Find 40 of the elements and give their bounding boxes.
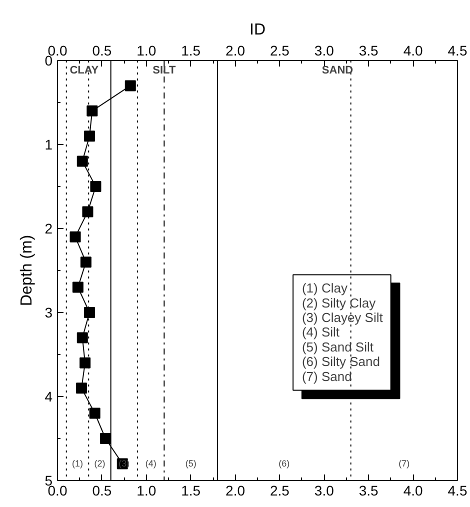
annotation: (2) [94,458,106,469]
x2-tick-label: 1.5 [181,482,201,498]
x-tick-label: 1.5 [181,42,201,58]
annotation: (7) [398,458,410,469]
x2-tick-label: 3.5 [358,482,379,498]
annotation: CLAY [70,64,100,77]
annotation: (6) Silty Sand [302,354,380,370]
y-axis-title: Depth (m) [18,234,36,306]
x2-tick-label: 4.0 [403,482,423,498]
x2-tick-label: 4.5 [448,482,468,498]
annotation: (7) Sand [302,368,352,384]
annotation: (4) Silt [302,324,340,340]
x2-tick-label: 1.0 [136,482,156,498]
annotation: (5) [185,458,196,469]
x2-tick-label: 3.0 [314,482,334,498]
y-tick-label: 1 [44,136,53,152]
x-tick-label: 4.0 [403,42,423,58]
y-tick-label: 3 [44,304,53,320]
annotation: (1) [72,458,84,469]
x-tick-label: 4.5 [448,42,468,58]
y-tick-label: 2 [44,220,53,236]
annotation: (6) [278,458,290,469]
x-tick-label: 0.5 [92,42,112,58]
annotation: SAND [322,64,354,77]
annotation: (3) Clayey Silt [302,310,384,326]
x-axis-title: ID [250,22,266,38]
annotation: (4) [145,458,156,469]
x-tick-label: 1.0 [136,42,156,58]
x-tick-label: 2.5 [270,42,290,58]
x-tick-label: 2.0 [226,42,246,58]
annotation: (2) Silty Clay [302,295,376,310]
x2-tick-label: 2.5 [270,482,290,498]
annotation: (5) Sand Silt [302,339,374,354]
x-tick-label: 3.0 [314,42,334,58]
annotation: SILT [152,64,176,77]
annotation: (1) Clay [302,280,348,296]
x2-tick-label: 0.5 [92,482,112,498]
x-tick-label: 3.5 [358,42,379,58]
x2-tick-label: 2.0 [226,482,246,498]
y-tick-label: 4 [44,388,53,404]
